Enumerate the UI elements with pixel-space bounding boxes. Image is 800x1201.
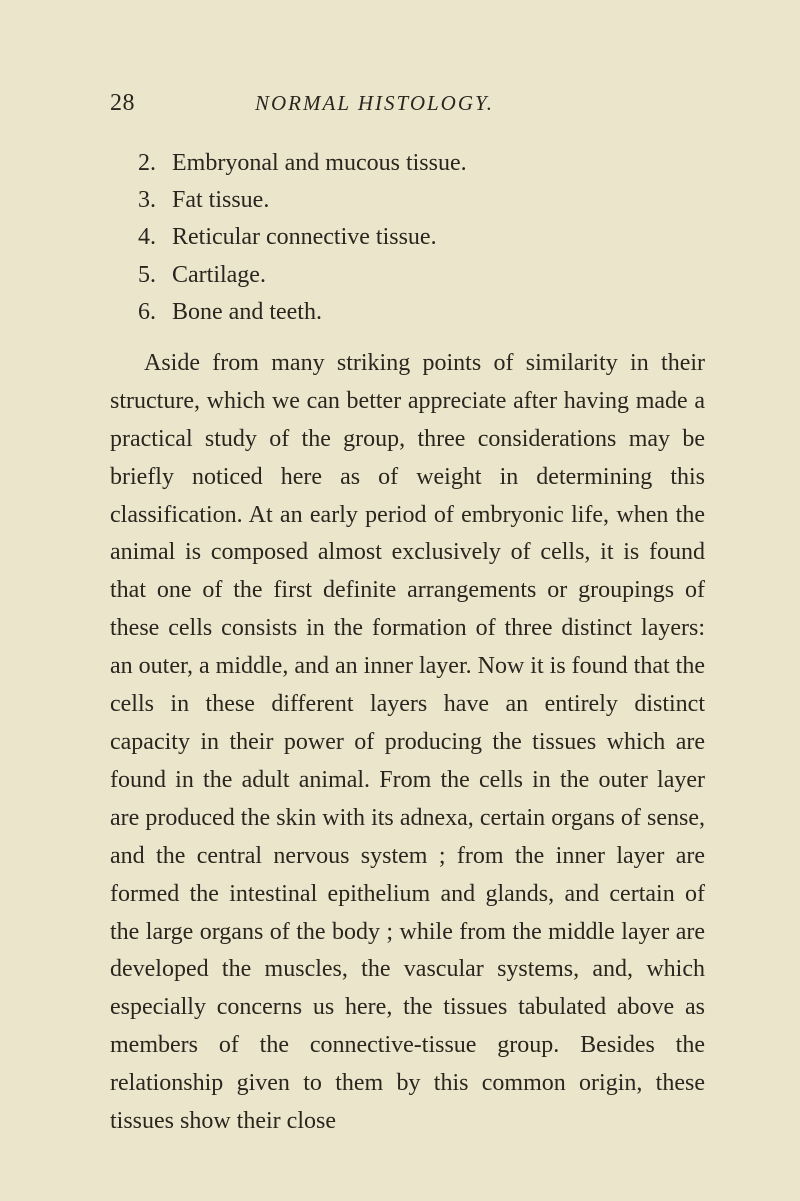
list-item-number: 3.: [138, 182, 172, 219]
list-item-number: 2.: [138, 145, 172, 182]
list-item: 2. Embryonal and mucous tissue.: [110, 145, 705, 182]
list-item: 5. Cartilage.: [110, 257, 705, 294]
page: 28 NORMAL HISTOLOGY. 2. Embryonal and mu…: [0, 0, 800, 1201]
numbered-list: 2. Embryonal and mucous tissue. 3. Fat t…: [110, 145, 705, 331]
list-item-label: Embryonal and mucous tissue.: [172, 145, 705, 182]
body-paragraph: Aside from many striking points of simil…: [110, 345, 705, 1141]
list-item-label: Reticular connective tissue.: [172, 219, 705, 256]
page-number: 28: [110, 90, 135, 117]
page-header: 28 NORMAL HISTOLOGY.: [110, 90, 705, 117]
list-item: 3. Fat tissue.: [110, 182, 705, 219]
list-item: 4. Reticular connective tissue.: [110, 219, 705, 256]
list-item: 6. Bone and teeth.: [110, 294, 705, 331]
list-item-number: 4.: [138, 219, 172, 256]
list-item-number: 6.: [138, 294, 172, 331]
list-item-number: 5.: [138, 257, 172, 294]
running-title: NORMAL HISTOLOGY.: [255, 91, 494, 116]
list-item-label: Fat tissue.: [172, 182, 705, 219]
list-item-label: Cartilage.: [172, 257, 705, 294]
list-item-label: Bone and teeth.: [172, 294, 705, 331]
